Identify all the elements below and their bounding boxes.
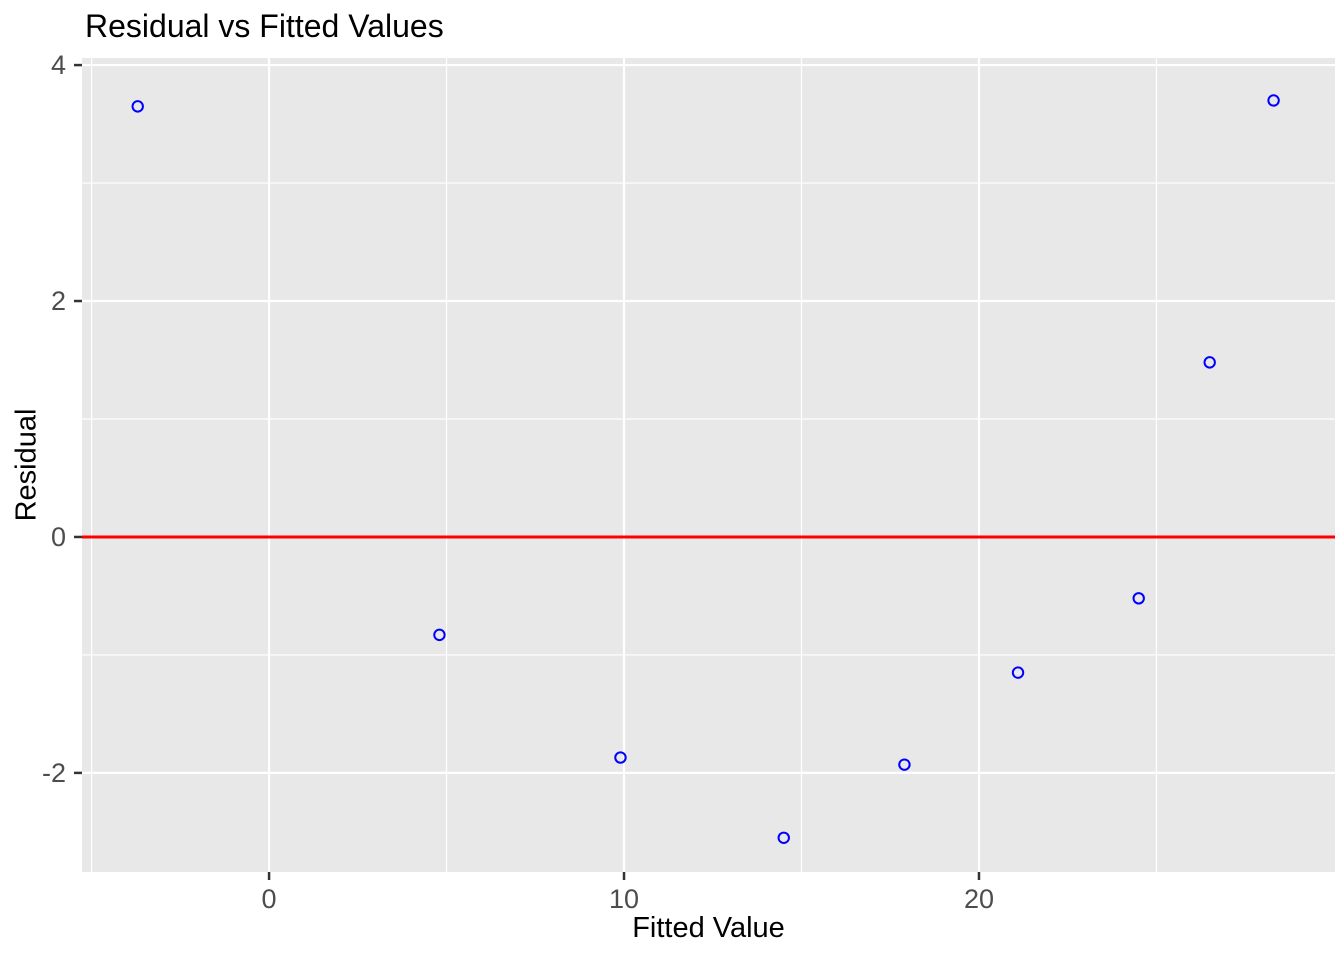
- data-point: [1203, 356, 1216, 369]
- y-axis-tick-label: 2: [51, 286, 66, 316]
- x-axis-tick-label: 10: [609, 884, 639, 914]
- data-point: [131, 100, 144, 113]
- data-point: [777, 831, 790, 844]
- y-axis-title: Residual: [10, 408, 43, 522]
- data-point: [1132, 592, 1145, 605]
- data-point: [614, 751, 627, 764]
- x-axis-title: Fitted Value: [632, 912, 785, 944]
- y-axis-tick-label: -2: [42, 758, 66, 788]
- x-axis-tick-label: 0: [262, 884, 277, 914]
- data-point: [1011, 666, 1025, 679]
- y-axis-tick-label: 0: [51, 522, 66, 552]
- chart-title: Residual vs Fitted Values: [85, 8, 444, 44]
- y-axis-tick-label: 4: [51, 50, 66, 80]
- data-point: [433, 628, 446, 642]
- data-point: [1267, 94, 1280, 107]
- x-axis-tick-label: 20: [964, 884, 994, 914]
- plot-panel: [82, 58, 1335, 872]
- data-point: [898, 758, 911, 771]
